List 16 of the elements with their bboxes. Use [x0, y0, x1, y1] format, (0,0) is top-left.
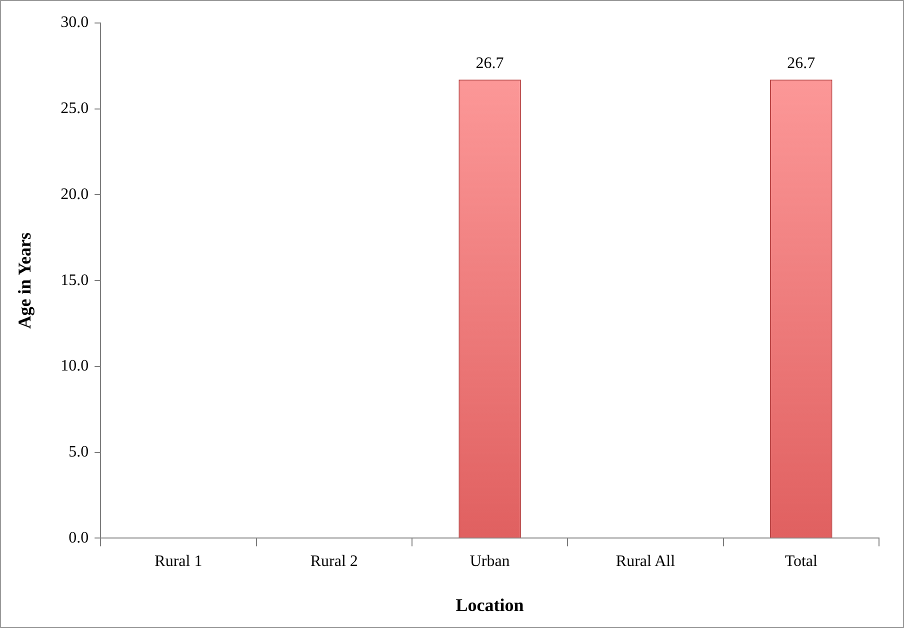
y-tick-label: 10.0 — [60, 358, 89, 375]
y-tick-label: 15.0 — [60, 272, 89, 289]
y-tick-label: 20.0 — [60, 186, 89, 203]
x-tick-label: Rural 2 — [310, 553, 358, 570]
y-axis-title: Age in Years — [14, 232, 34, 329]
y-tick-label: 25.0 — [60, 100, 89, 118]
y-tick-label: 30.0 — [60, 14, 89, 32]
data-label: 26.7 — [787, 54, 816, 72]
x-tick-label: Total — [784, 553, 818, 570]
x-axis-title: Location — [456, 594, 524, 615]
x-tick-label: Rural 1 — [154, 553, 202, 570]
x-tick-label: Urban — [470, 553, 510, 570]
y-tick-label: 0.0 — [68, 529, 89, 546]
data-label: 26.7 — [476, 54, 504, 72]
y-tick-label: 5.0 — [68, 444, 89, 461]
x-tick-label: Rural All — [616, 553, 676, 570]
